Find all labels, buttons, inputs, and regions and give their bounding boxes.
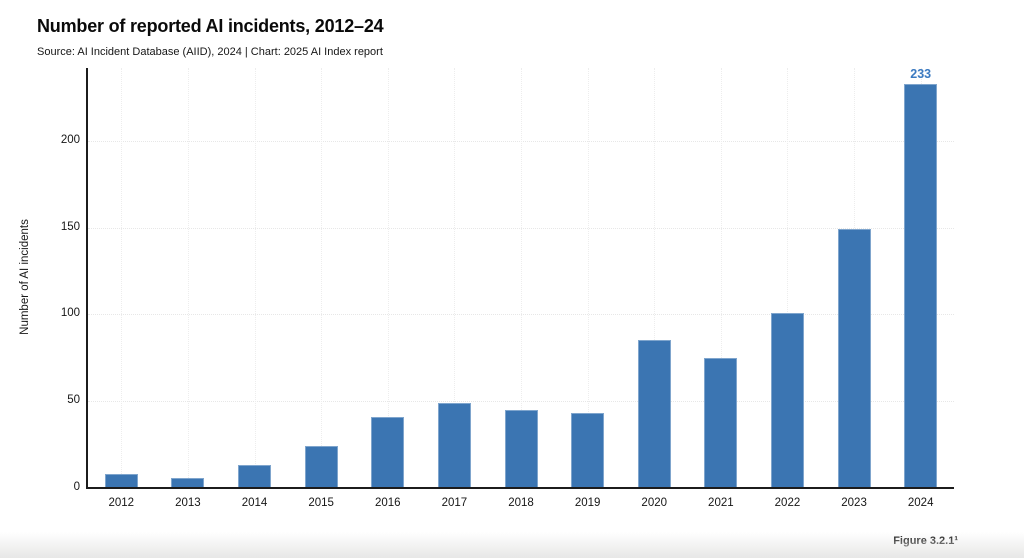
v-gridline xyxy=(720,68,722,488)
bar xyxy=(770,312,804,488)
bar xyxy=(637,340,671,488)
x-tick-label: 2022 xyxy=(774,497,801,509)
bar xyxy=(238,465,272,488)
bar xyxy=(704,357,738,488)
x-tick-label: 2024 xyxy=(907,497,934,509)
chart-title: Number of reported AI incidents, 2012–24 xyxy=(37,16,384,36)
bar xyxy=(304,446,338,488)
bar xyxy=(104,474,138,488)
bar xyxy=(904,83,938,488)
x-tick-label: 2015 xyxy=(308,497,334,509)
bar-value-label: 233 xyxy=(910,66,932,81)
x-tick-label: 2020 xyxy=(641,497,668,509)
x-tick-label: 2018 xyxy=(508,497,534,509)
v-gridline xyxy=(187,68,189,488)
chart-source-line: Source: AI Incident Database (AIID), 202… xyxy=(37,46,383,58)
v-gridline xyxy=(254,68,256,488)
y-tick-label: 0 xyxy=(73,481,80,493)
v-gridline xyxy=(321,68,323,488)
bar xyxy=(171,477,205,488)
y-tick-label: 100 xyxy=(60,307,80,320)
x-tick-label: 2014 xyxy=(241,497,268,509)
x-tick-label: 2021 xyxy=(708,497,734,509)
y-axis-label: Number of AI incidents xyxy=(19,219,31,335)
bar xyxy=(504,409,538,488)
x-axis-line xyxy=(86,487,954,489)
v-gridline xyxy=(654,68,656,488)
y-axis-line xyxy=(86,68,88,489)
v-gridline xyxy=(121,68,123,488)
plot-area xyxy=(88,68,954,488)
x-tick-label: 2016 xyxy=(374,497,401,509)
bar xyxy=(837,229,871,488)
x-tick-label: 2019 xyxy=(574,497,601,509)
y-tick-label: 150 xyxy=(60,220,80,233)
x-tick-label: 2023 xyxy=(841,497,867,509)
bar xyxy=(371,416,405,488)
bar xyxy=(437,402,471,488)
v-gridline xyxy=(387,68,389,488)
v-gridline xyxy=(787,68,789,488)
y-tick-label: 50 xyxy=(67,394,80,407)
bar xyxy=(571,413,605,488)
x-tick-label: 2012 xyxy=(108,497,135,509)
x-tick-label: 2017 xyxy=(441,497,468,509)
v-gridline xyxy=(587,68,589,488)
v-gridline xyxy=(521,68,522,488)
y-tick-label: 200 xyxy=(60,133,80,146)
bottom-fade-decoration xyxy=(0,532,1024,558)
x-tick-label: 2013 xyxy=(175,497,201,509)
v-gridline xyxy=(454,68,456,488)
